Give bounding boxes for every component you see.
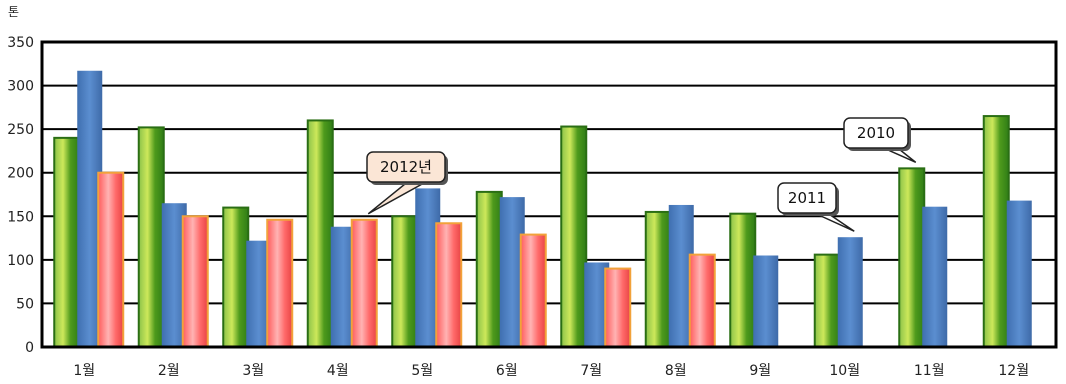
- y-tick-label: 100: [7, 253, 34, 269]
- bar-2012년-6월: [519, 233, 547, 348]
- bar-2012년-4월: [350, 218, 378, 348]
- bar-2010-10월: [813, 253, 841, 348]
- y-tick-label: 350: [7, 35, 34, 51]
- y-tick-label: 200: [7, 166, 34, 182]
- bar-2012년-5월: [435, 222, 463, 348]
- bar-2010-5월: [391, 215, 419, 348]
- x-tick-label: 11월: [914, 363, 945, 379]
- x-tick-label: 12월: [998, 363, 1029, 379]
- bar-2010-7월: [560, 125, 588, 349]
- y-tick-label: 300: [7, 79, 34, 95]
- axes: 0 50 100 150 200 250 300 350 1월 2월 3월 4월 5월 6월 7월 8월 9월 1…: [7, 35, 1058, 379]
- bar-2010-3월: [222, 206, 250, 348]
- x-tick-label: 9월: [749, 363, 771, 379]
- callout-2011: 2011: [777, 182, 855, 232]
- callout-label: 2012년: [380, 158, 432, 176]
- bar-2011-10월: [837, 237, 863, 347]
- bar-2011-9월: [753, 255, 779, 347]
- bar-2010-8월: [644, 210, 672, 348]
- y-tick-label: 0: [25, 340, 34, 356]
- x-tick-label: 10월: [829, 363, 860, 379]
- callouts: 2010 2011 2012년: [366, 117, 917, 232]
- plot-frame: [40, 40, 1058, 349]
- unit-label: 톤: [8, 5, 19, 19]
- x-tick-label: 4월: [327, 363, 349, 379]
- bar-2010-1월: [53, 136, 81, 348]
- bar-2011-12월: [1006, 200, 1032, 347]
- x-tick-label: 3월: [242, 363, 264, 379]
- bar-2012년-3월: [266, 218, 294, 348]
- bar-2010-6월: [475, 190, 503, 348]
- bars: [53, 70, 1032, 349]
- bar-2010-4월: [306, 119, 334, 348]
- callout-box: [777, 182, 837, 214]
- callout-2010: 2010: [843, 117, 917, 164]
- callout-box: [366, 151, 446, 183]
- bar-2010-9월: [729, 212, 757, 348]
- x-tick-label: 8월: [665, 363, 687, 379]
- bar-2010-12월: [982, 115, 1010, 348]
- bar-2010-2월: [137, 126, 165, 349]
- x-tick-label: 2월: [158, 363, 180, 379]
- bar-2011-11월: [922, 206, 948, 347]
- x-tick-label: 6월: [496, 363, 518, 379]
- y-tick-label: 50: [16, 296, 34, 312]
- bar-2012년-8월: [688, 253, 716, 348]
- bar-2010-11월: [898, 167, 926, 348]
- callout-2012년: 2012년: [366, 151, 448, 215]
- x-tick-label: 5월: [411, 363, 433, 379]
- x-tick-label: 7월: [580, 363, 602, 379]
- bar-2012년-2월: [181, 215, 209, 348]
- callout-label: 2010: [857, 124, 895, 142]
- callout-box: [843, 117, 909, 149]
- x-tick-label: 1월: [73, 363, 95, 379]
- grid-lines: [42, 84, 1056, 305]
- bar-2012년-7월: [604, 267, 632, 349]
- callout-label: 2011: [788, 189, 826, 207]
- bar-2012년-1월: [97, 171, 125, 348]
- y-tick-label: 150: [7, 209, 34, 225]
- y-tick-label: 250: [7, 122, 34, 138]
